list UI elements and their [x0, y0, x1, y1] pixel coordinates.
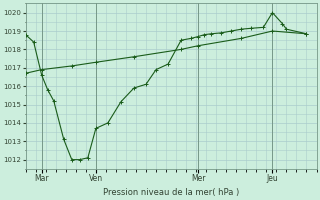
X-axis label: Pression niveau de la mer( hPa ): Pression niveau de la mer( hPa )	[103, 188, 239, 197]
